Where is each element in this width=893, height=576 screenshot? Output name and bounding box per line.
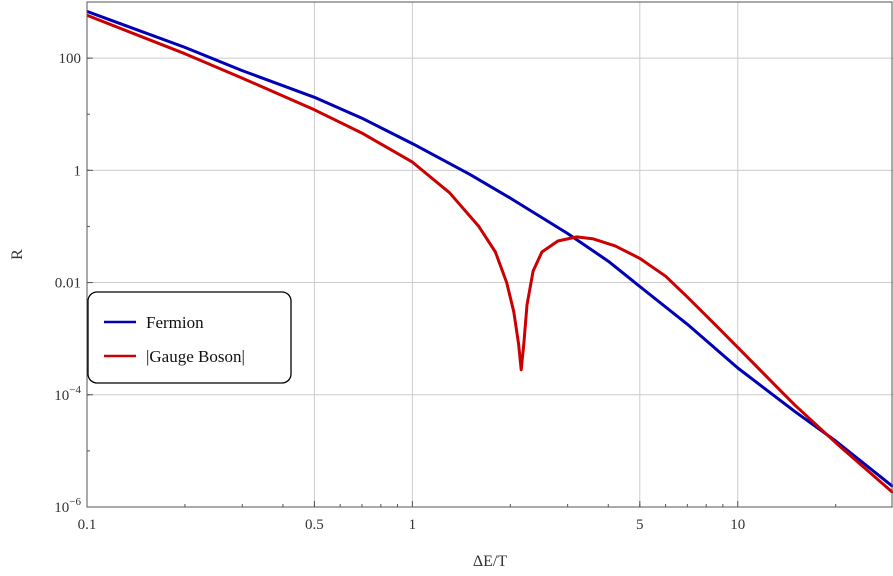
x-tick-label: 5	[636, 517, 644, 533]
x-tick-label: 10	[730, 517, 745, 533]
y-axis: 100 1 0.01 10−4 10−6	[54, 51, 93, 516]
legend-label-fermion: Fermion	[146, 313, 204, 332]
series-line-fermion	[87, 9, 893, 488]
y-tick-label: 1	[74, 163, 82, 179]
y-tick-label: 10−6	[54, 496, 81, 516]
legend-box	[87, 291, 292, 384]
x-tick-label: 1	[409, 517, 417, 533]
x-tick-label: 0.1	[78, 517, 97, 533]
x-axis: 0.1 0.5 1 5 10	[78, 501, 837, 533]
legend-label-gauge-boson: |Gauge Boson|	[146, 347, 245, 366]
x-tick-label: 0.5	[305, 517, 324, 533]
legend: Fermion |Gauge Boson|	[87, 291, 292, 384]
grid	[86, 2, 893, 508]
plot-frame	[86, 1, 893, 508]
series-group	[87, 9, 893, 494]
y-axis-title: R	[9, 249, 26, 260]
y-tick-label: 0.01	[55, 276, 81, 292]
y-tick-label: 100	[59, 51, 82, 67]
series-line-gauge-boson	[87, 13, 893, 494]
y-tick-label: 10−4	[54, 384, 81, 404]
x-axis-title: ΔE/T	[473, 553, 508, 570]
